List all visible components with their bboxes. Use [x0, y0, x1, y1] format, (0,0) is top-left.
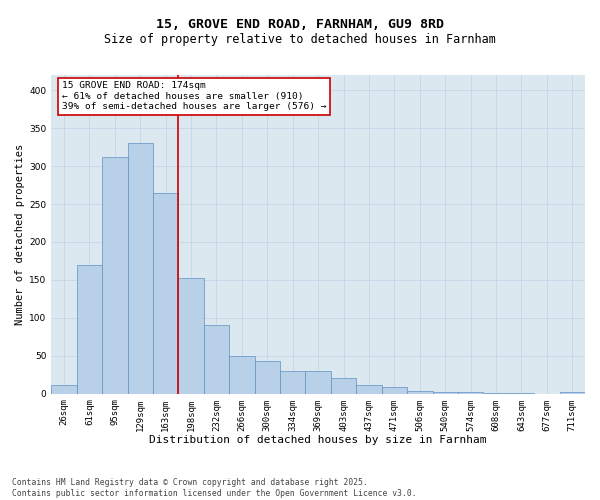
Bar — [331, 378, 356, 394]
Bar — [229, 356, 254, 394]
Bar — [433, 392, 458, 394]
Bar — [280, 371, 305, 394]
Y-axis label: Number of detached properties: Number of detached properties — [15, 144, 25, 325]
Text: 15 GROVE END ROAD: 174sqm
← 61% of detached houses are smaller (910)
39% of semi: 15 GROVE END ROAD: 174sqm ← 61% of detac… — [62, 82, 326, 111]
Text: 15, GROVE END ROAD, FARNHAM, GU9 8RD: 15, GROVE END ROAD, FARNHAM, GU9 8RD — [156, 18, 444, 30]
Bar — [128, 144, 153, 394]
Bar — [458, 392, 484, 394]
Bar — [178, 278, 204, 394]
Bar — [560, 392, 585, 394]
Bar — [51, 386, 77, 394]
Bar — [204, 324, 229, 394]
Bar — [356, 384, 382, 394]
Text: Contains HM Land Registry data © Crown copyright and database right 2025.
Contai: Contains HM Land Registry data © Crown c… — [12, 478, 416, 498]
Bar — [484, 393, 509, 394]
Bar — [305, 371, 331, 394]
Bar — [254, 361, 280, 394]
Bar — [382, 387, 407, 394]
Bar — [509, 393, 534, 394]
Bar — [102, 157, 128, 394]
Bar — [153, 192, 178, 394]
Bar — [407, 390, 433, 394]
Text: Size of property relative to detached houses in Farnham: Size of property relative to detached ho… — [104, 32, 496, 46]
Bar — [77, 264, 102, 394]
X-axis label: Distribution of detached houses by size in Farnham: Distribution of detached houses by size … — [149, 435, 487, 445]
